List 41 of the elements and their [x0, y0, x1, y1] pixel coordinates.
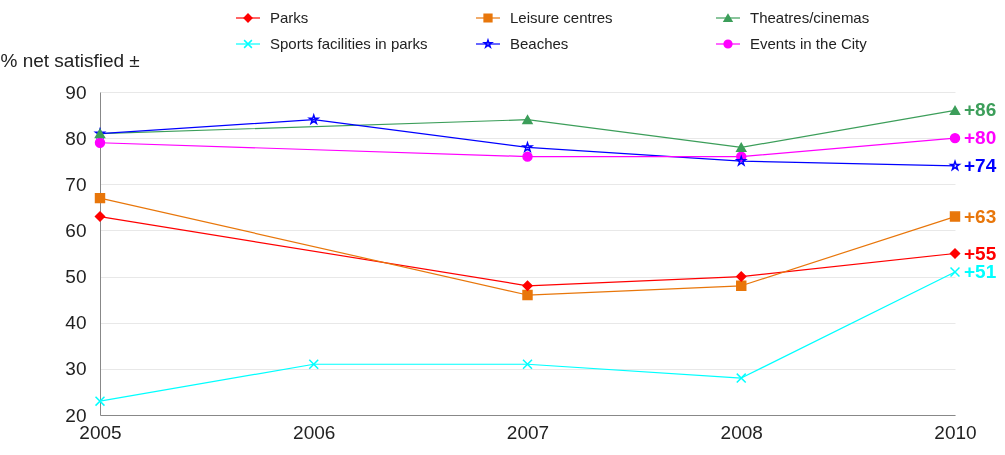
point [522, 115, 533, 125]
point [94, 395, 106, 407]
y-tick-label: 50 [65, 266, 87, 288]
data-label: +86 [964, 99, 997, 121]
legend-label: Leisure centres [510, 9, 613, 26]
data-label: +63 [964, 205, 997, 227]
x-tick-label: 2007 [506, 421, 550, 443]
point [949, 211, 961, 222]
y-tick-label: 80 [65, 127, 87, 149]
point [736, 271, 747, 282]
legend-label: Parks [270, 9, 309, 26]
legend-label: Events in the City [750, 35, 868, 52]
x-tick-label: 2008 [720, 421, 763, 443]
y-tick-label: 90 [65, 81, 87, 103]
point [522, 151, 533, 162]
legend-label: Theatres/cinemas [750, 9, 870, 26]
y-tick-label: 60 [65, 219, 87, 241]
data-label: +74 [964, 154, 997, 176]
legend-label: Beaches [510, 35, 569, 52]
point [94, 211, 106, 222]
point [736, 142, 747, 152]
point [949, 105, 961, 116]
point [949, 132, 961, 144]
point [94, 192, 106, 204]
y-tick-label: 30 [65, 358, 87, 380]
point [949, 248, 961, 259]
point [94, 137, 106, 148]
x-tick-label: 2006 [293, 421, 336, 443]
point [308, 359, 319, 370]
y-tick-label: 40 [65, 312, 87, 334]
x-tick-label: 2010 [934, 421, 977, 443]
legend-label: Sports facilities in parks [270, 35, 428, 52]
point [736, 372, 747, 384]
point [522, 280, 533, 292]
y-tick-label: 70 [65, 173, 87, 195]
point [522, 359, 533, 370]
point [949, 266, 961, 278]
point [736, 280, 747, 292]
point [522, 289, 533, 301]
y-axis-title: % net satisfied ± [0, 49, 140, 71]
data-label: +80 [964, 127, 997, 149]
